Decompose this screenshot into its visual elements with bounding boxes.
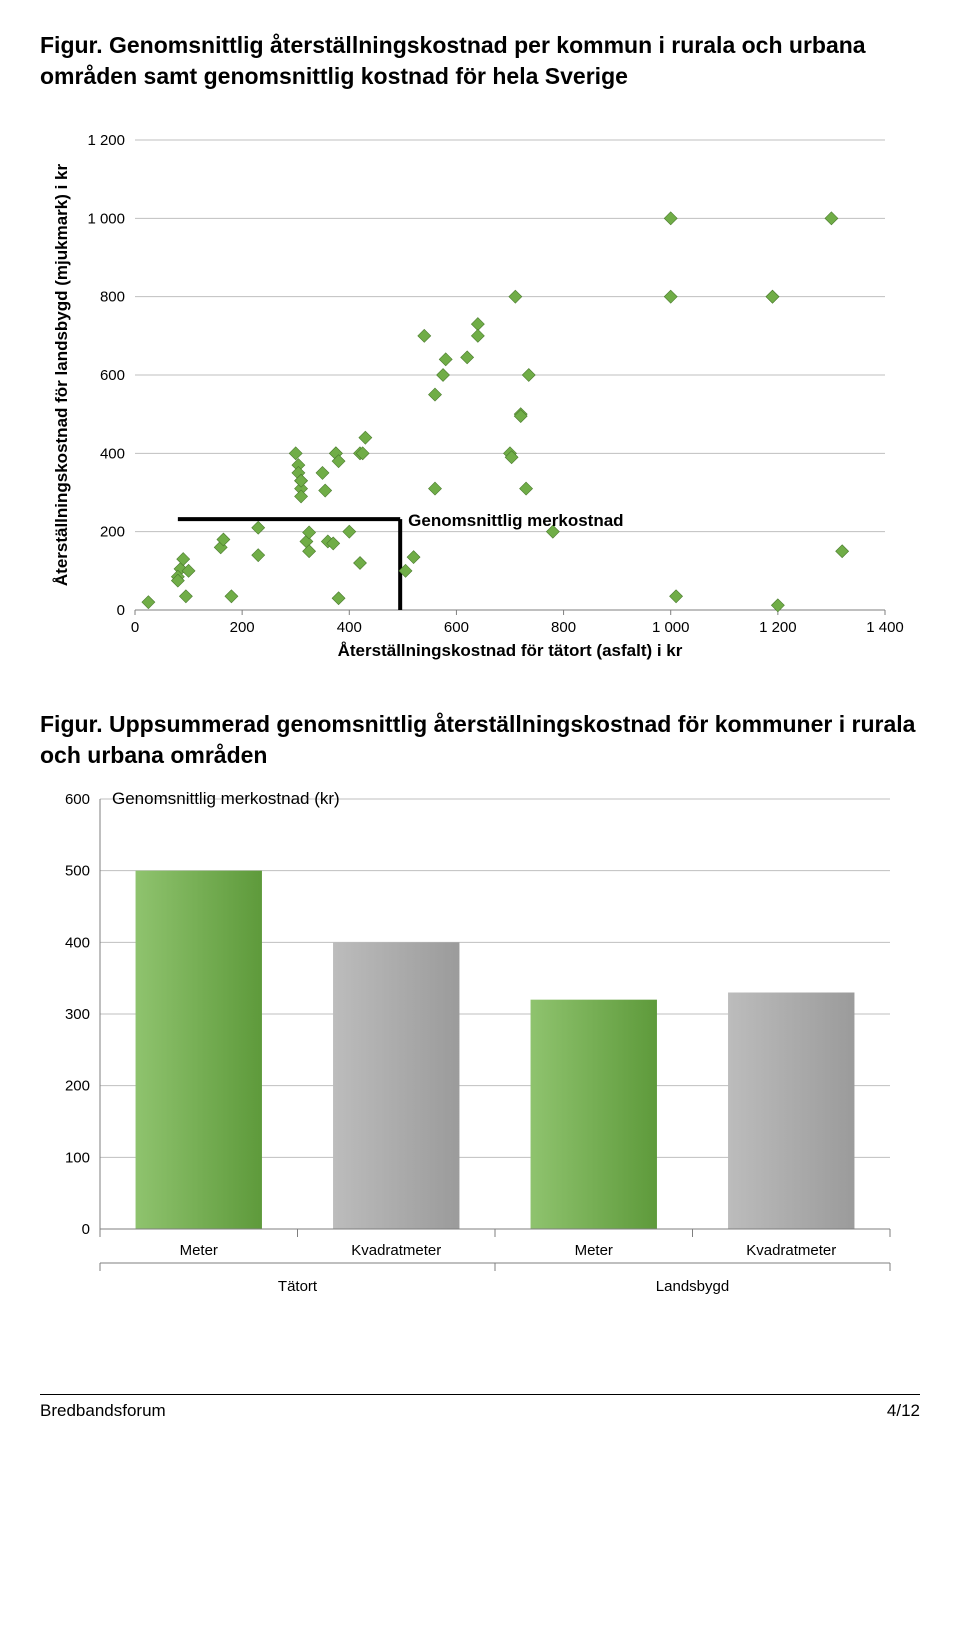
svg-text:300: 300: [65, 1006, 90, 1023]
svg-text:Kvadratmeter: Kvadratmeter: [351, 1242, 441, 1259]
svg-text:200: 200: [65, 1078, 90, 1095]
svg-text:0: 0: [131, 619, 139, 636]
svg-text:1 400: 1 400: [866, 619, 904, 636]
svg-text:800: 800: [100, 289, 125, 306]
bar-chart: 0 100 200 300 400 500 600 Meter Kvadratmeter Mete…: [40, 789, 920, 1324]
footer-right: 4/12: [887, 1401, 920, 1421]
svg-text:Meter: Meter: [575, 1242, 613, 1259]
svg-text:0: 0: [117, 602, 125, 619]
svg-text:1 200: 1 200: [759, 619, 797, 636]
page-footer: Bredbandsforum 4/12: [40, 1394, 920, 1421]
svg-text:400: 400: [100, 445, 125, 462]
svg-text:Genomsnittlig merkostnad: Genomsnittlig merkostnad: [408, 511, 623, 530]
scatter-chart: 0 200 400 600 800 1 000 1 200 0 200 400 600 800 1 00…: [40, 110, 920, 675]
svg-text:600: 600: [65, 791, 90, 808]
svg-text:Återställningskostnad för täto: Återställningskostnad för tätort (asfalt…: [338, 641, 683, 660]
scatter-title: Figur. Genomsnittlig återställningskostn…: [40, 30, 920, 92]
svg-text:Kvadratmeter: Kvadratmeter: [746, 1242, 836, 1259]
footer-left: Bredbandsforum: [40, 1401, 166, 1421]
svg-text:600: 600: [444, 619, 469, 636]
svg-text:400: 400: [337, 619, 362, 636]
svg-text:Genomsnittlig merkostnad (kr): Genomsnittlig merkostnad (kr): [112, 789, 340, 808]
svg-text:Återställningskostnad för land: Återställningskostnad för landsbygd (mju…: [52, 164, 71, 587]
svg-text:200: 200: [230, 619, 255, 636]
svg-text:0: 0: [82, 1221, 90, 1238]
svg-text:800: 800: [551, 619, 576, 636]
svg-text:600: 600: [100, 367, 125, 384]
svg-text:200: 200: [100, 524, 125, 541]
svg-text:500: 500: [65, 863, 90, 880]
svg-text:Landsbygd: Landsbygd: [656, 1278, 729, 1295]
svg-text:1 000: 1 000: [652, 619, 690, 636]
bar-title: Figur. Uppsummerad genomsnittlig återstä…: [40, 709, 920, 771]
svg-text:1 000: 1 000: [87, 210, 125, 227]
svg-text:1 200: 1 200: [87, 132, 125, 149]
svg-text:100: 100: [65, 1150, 90, 1167]
svg-text:400: 400: [65, 935, 90, 952]
svg-text:Tätort: Tätort: [278, 1278, 318, 1295]
svg-text:Meter: Meter: [180, 1242, 218, 1259]
